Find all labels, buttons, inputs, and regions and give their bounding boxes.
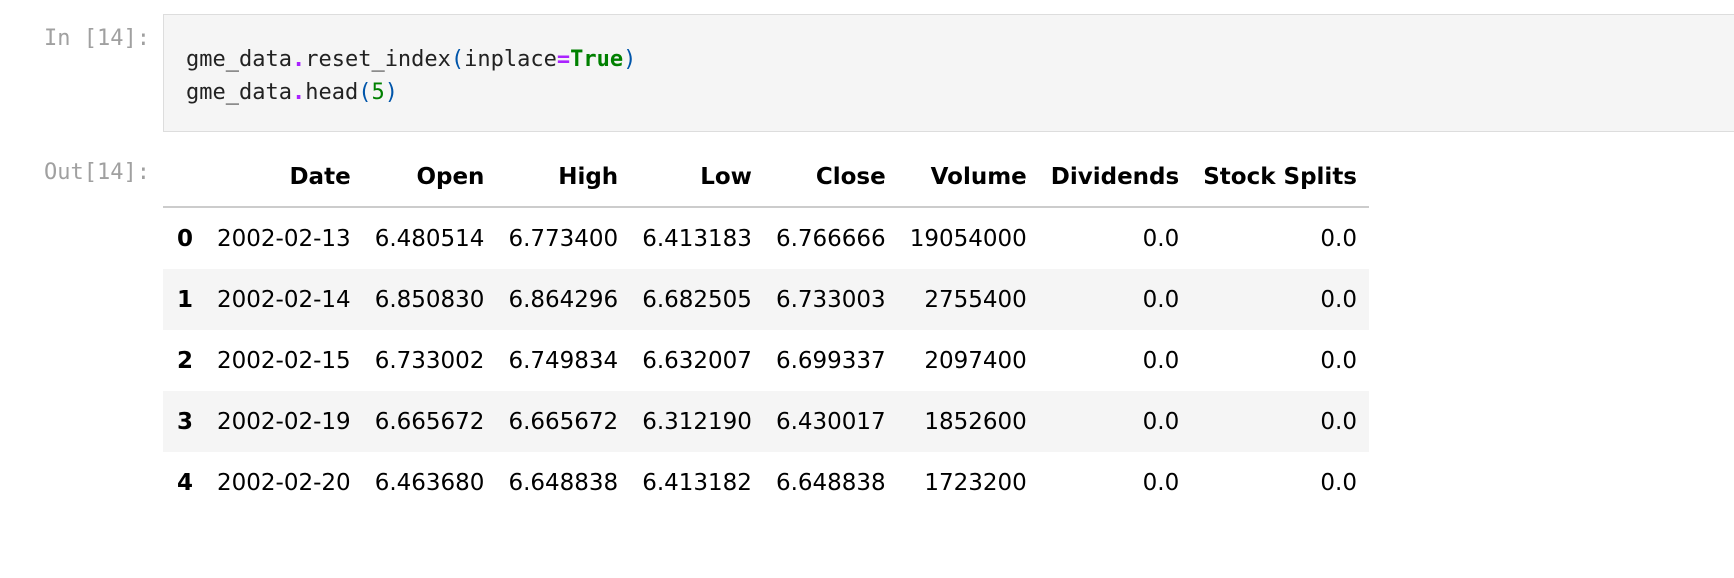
table-cell: 6.665672 <box>374 408 485 435</box>
table-cell: 0.0 <box>1320 225 1357 252</box>
table-cell: 6.749834 <box>508 347 619 374</box>
table-cell: 2002-02-13 <box>217 225 351 252</box>
table-cell: 2002-02-14 <box>217 286 351 313</box>
index-header <box>163 147 206 208</box>
table-cell: 6.648838 <box>508 469 619 496</box>
column-header: Open <box>362 147 497 208</box>
code-line: gme_data.reset_index(inplace=True) <box>186 47 637 72</box>
table-cell: 6.850830 <box>374 286 485 313</box>
table-row: 0 2002-02-13 6.480514 6.773400 6.413183 6.766… <box>163 207 1369 269</box>
table-cell: 2097400 <box>924 347 1027 374</box>
column-header: High <box>496 147 631 208</box>
table-cell: 6.773400 <box>508 225 619 252</box>
row-index: 3 <box>177 408 194 435</box>
table-cell: 0.0 <box>1320 286 1357 313</box>
table-cell: 2002-02-19 <box>217 408 351 435</box>
table-cell: 6.682505 <box>642 286 752 313</box>
table-cell: 2002-02-15 <box>217 347 351 374</box>
table-row: 2 2002-02-15 6.733002 6.749834 6.632007 6.699… <box>163 330 1369 391</box>
row-index: 1 <box>177 286 194 313</box>
table-cell: 0.0 <box>1142 408 1180 435</box>
table-cell: 6.648838 <box>775 469 886 496</box>
row-index: 0 <box>177 225 194 252</box>
table-cell: 6.632007 <box>642 347 752 374</box>
column-header: Volume <box>897 147 1039 208</box>
input-prompt: In [14]: <box>44 26 150 51</box>
table-row: 3 2002-02-19 6.665672 6.665672 6.312190 6.430… <box>163 391 1369 452</box>
table-cell: 6.480514 <box>374 225 485 252</box>
table-cell: 6.413182 <box>642 469 752 496</box>
column-header: Stock Splits <box>1191 147 1369 208</box>
table-cell: 6.463680 <box>374 469 485 496</box>
column-header: Low <box>630 147 764 208</box>
table-cell: 1852600 <box>924 408 1027 435</box>
table-cell: 2755400 <box>924 286 1027 313</box>
column-header: Dividends <box>1038 147 1192 208</box>
table-cell: 6.733002 <box>374 347 485 374</box>
row-index: 2 <box>177 347 194 374</box>
table-cell: 6.312190 <box>642 408 752 435</box>
table-cell: 0.0 <box>1142 347 1180 374</box>
table-cell: 6.733003 <box>775 286 886 313</box>
table-cell: 1723200 <box>924 469 1027 496</box>
table-body: 0 2002-02-13 6.480514 6.773400 6.413183 6.766… <box>163 207 1369 513</box>
table-cell: 6.430017 <box>775 408 886 435</box>
table-cell: 0.0 <box>1142 469 1180 496</box>
table-row: 4 2002-02-20 6.463680 6.648838 6.413182 6.648… <box>163 452 1369 513</box>
table-cell: 6.699337 <box>775 347 886 374</box>
table-cell: 6.766666 <box>775 225 886 252</box>
column-header: Date <box>205 147 363 208</box>
table-cell: 0.0 <box>1142 286 1180 313</box>
table-cell: 0.0 <box>1142 225 1180 252</box>
table-cell: 6.665672 <box>508 408 619 435</box>
table-cell: 0.0 <box>1320 347 1357 374</box>
dataframe-output: Date Open High Low Close Volume Dividends Stock… <box>163 147 1369 513</box>
table-cell: 19054000 <box>909 225 1027 252</box>
table-cell: 2002-02-20 <box>217 469 351 496</box>
table-cell: 6.413183 <box>642 225 752 252</box>
output-prompt: Out[14]: <box>44 160 150 185</box>
code-line: gme_data.head(5) <box>186 80 398 105</box>
table-cell: 0.0 <box>1320 469 1357 496</box>
column-header: Close <box>763 147 898 208</box>
code-editor[interactable]: gme_data.reset_index(inplace=True) gme_d… <box>186 43 636 109</box>
code-cell-input[interactable]: gme_data.reset_index(inplace=True) gme_d… <box>163 14 1734 132</box>
table-cell: 6.864296 <box>508 286 619 313</box>
table-row: 1 2002-02-14 6.850830 6.864296 6.682505 6.733… <box>163 269 1369 330</box>
table-header-row: Date Open High Low Close Volume Dividends Stock… <box>163 147 1369 208</box>
table-cell: 0.0 <box>1320 408 1357 435</box>
row-index: 4 <box>177 469 194 496</box>
